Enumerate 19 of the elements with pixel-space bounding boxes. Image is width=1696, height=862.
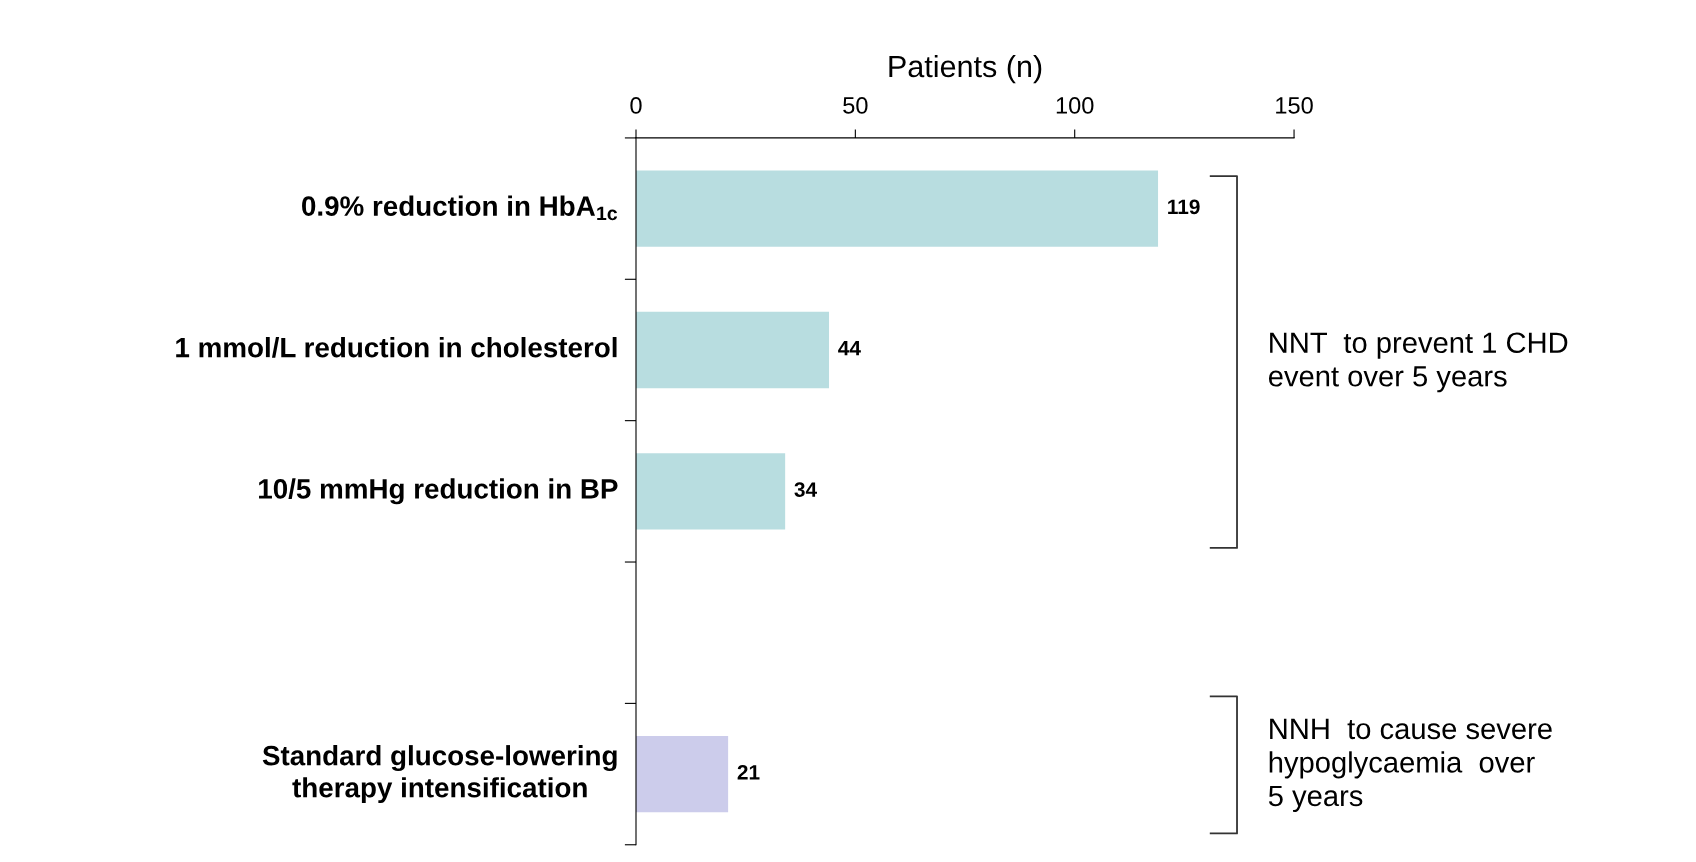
y-tick-label: 0.9% reduction in HbA$_{1c}$ [302, 195, 618, 221]
y-tick-label: 10/5 mmHg reduction in BP [259, 478, 618, 505]
y-tick-label: 1 mmol/L reduction in cholesterol [176, 337, 617, 358]
bar [636, 311, 830, 389]
data-label: 119 [1168, 199, 1200, 215]
bar [636, 170, 1159, 247]
y-tick-label: Standard glucose-lowering therapy intensification [262, 745, 617, 804]
x-tick-label: 150 [1276, 97, 1313, 114]
annotation: NNT to prevent 1 CHD event over 5 years [1268, 332, 1568, 393]
x-tick-label: 50 [843, 97, 868, 114]
bar [636, 453, 786, 530]
x-tick-label: 0 [630, 97, 642, 114]
data-label: 44 [838, 341, 861, 356]
data-label: 34 [794, 482, 817, 497]
bar [636, 735, 729, 813]
x-tick-label: 100 [1056, 97, 1094, 114]
annotation: NNH to cause severe hypoglycaemia over 5 years [1268, 718, 1552, 813]
data-label: 21 [737, 764, 760, 780]
x-axis-title: Patients (n) [889, 54, 1042, 84]
